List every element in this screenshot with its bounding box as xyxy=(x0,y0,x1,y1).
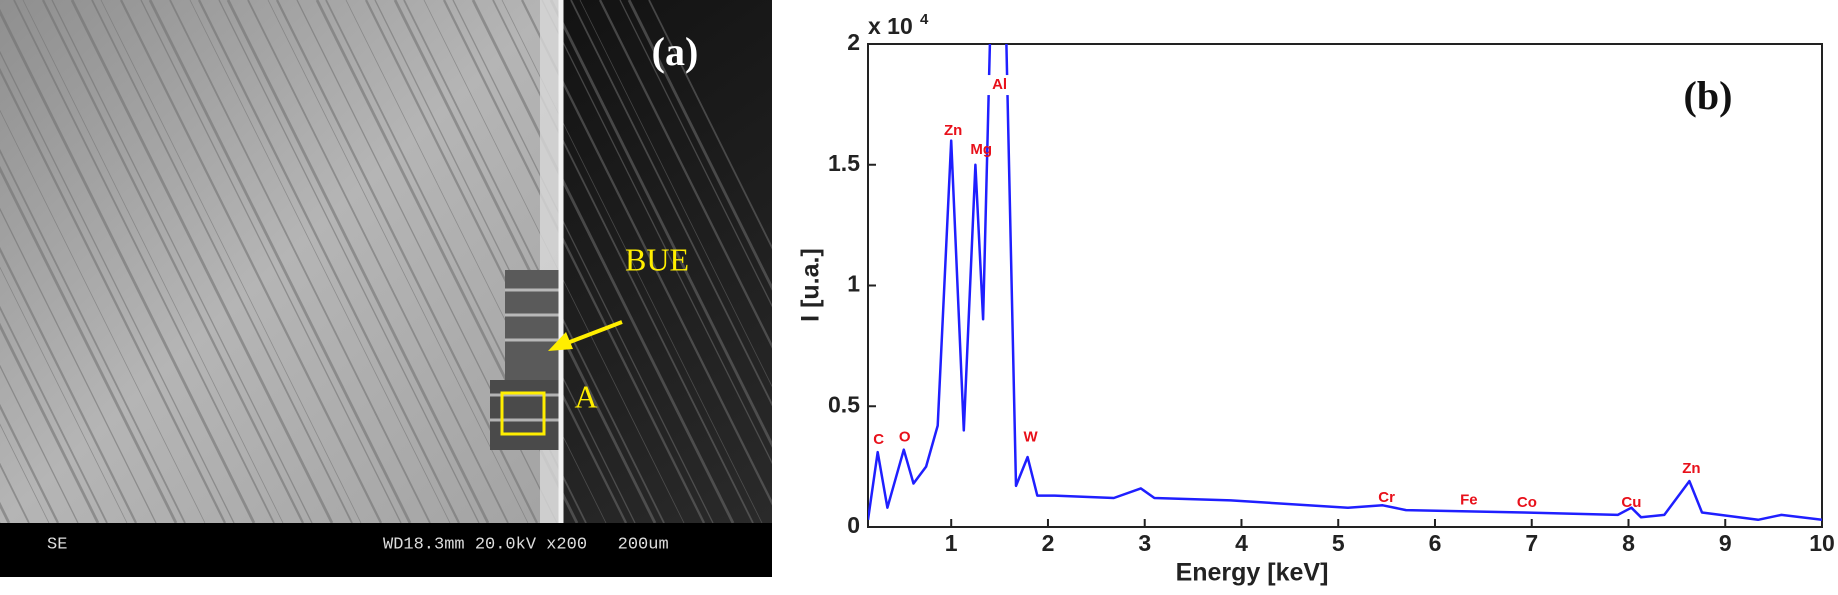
panel-label: (a) xyxy=(652,29,699,74)
streak xyxy=(627,0,772,291)
streak xyxy=(148,0,412,523)
streak xyxy=(549,0,772,448)
y-multiplier: x 10 xyxy=(868,13,913,39)
streak xyxy=(619,0,772,308)
y-tick-label: 0 xyxy=(847,512,860,538)
streak xyxy=(403,0,665,523)
streak xyxy=(70,0,334,523)
y-multiplier-exp: 4 xyxy=(920,11,929,28)
streak xyxy=(471,0,735,523)
streak xyxy=(0,50,235,523)
element-label: Fe xyxy=(1460,491,1478,508)
streak xyxy=(0,165,178,523)
x-tick-label: 1 xyxy=(945,530,958,556)
info-bar xyxy=(0,523,772,577)
streak xyxy=(189,0,451,523)
x-tick-label: 4 xyxy=(1235,530,1248,556)
streak xyxy=(648,0,772,250)
streak xyxy=(393,0,657,523)
streak xyxy=(364,0,628,523)
streak xyxy=(0,423,50,523)
streak xyxy=(570,0,772,407)
streak xyxy=(0,148,186,523)
element-label: Cr xyxy=(1378,489,1395,506)
streak xyxy=(452,0,714,523)
streaks xyxy=(0,0,772,523)
streak xyxy=(579,0,772,388)
arrow-head xyxy=(548,332,573,351)
streak xyxy=(13,0,275,523)
annotation-bg xyxy=(985,75,1014,96)
streak xyxy=(598,0,772,349)
x-tick-label: 3 xyxy=(1138,530,1151,556)
y-tick-label: 2 xyxy=(847,29,860,55)
streak xyxy=(520,0,772,506)
streak xyxy=(218,0,480,523)
streak xyxy=(0,322,100,523)
panel-label: (b) xyxy=(1684,73,1733,118)
streak xyxy=(0,8,256,523)
streak xyxy=(541,0,772,465)
y-tick-label: 0.5 xyxy=(828,391,860,417)
streak xyxy=(41,0,305,523)
streak xyxy=(0,246,138,523)
streak xyxy=(197,0,461,523)
y-tick-label: 1 xyxy=(847,271,860,297)
spectrum-line xyxy=(868,44,1822,522)
element-label: Mg xyxy=(970,141,992,158)
streak xyxy=(226,0,490,523)
arrow xyxy=(561,320,623,347)
region-label: BUE xyxy=(625,241,689,277)
region-box xyxy=(500,391,546,436)
streak xyxy=(0,364,79,523)
element-label: Cu xyxy=(1621,494,1641,511)
streak xyxy=(0,266,128,523)
x-tick-label: 10 xyxy=(1809,530,1835,556)
streak xyxy=(0,403,60,523)
streak xyxy=(140,0,402,523)
streak xyxy=(374,0,636,523)
streak xyxy=(0,109,206,523)
streak xyxy=(492,0,754,523)
streak xyxy=(169,0,431,523)
element-label: Co xyxy=(1517,494,1537,511)
element-label: Zn xyxy=(944,122,962,139)
x-tick-label: 6 xyxy=(1429,530,1442,556)
streak xyxy=(51,0,313,523)
element-label: Zn xyxy=(1682,460,1700,477)
element-label: Al xyxy=(992,76,1007,93)
element-label: O xyxy=(899,429,911,446)
streak xyxy=(0,305,108,523)
streak xyxy=(22,0,284,523)
sem-image: (a) BUE A SE WD18.3mm 20.0kV x200 200um xyxy=(0,0,772,577)
x-axis-label: Energy [keV] xyxy=(1176,559,1329,587)
element-label: W xyxy=(1023,429,1038,446)
x-tick-label: 8 xyxy=(1622,530,1635,556)
streak xyxy=(100,0,362,523)
y-tick-label: 1.5 xyxy=(828,150,860,176)
x-tick-label: 7 xyxy=(1525,530,1538,556)
streak xyxy=(267,0,529,523)
box-label: A xyxy=(574,378,597,414)
streak xyxy=(442,0,706,523)
x-tick-label: 5 xyxy=(1332,530,1345,556)
mode: SE xyxy=(47,535,67,554)
streak xyxy=(91,0,353,523)
streak xyxy=(119,0,383,523)
streak xyxy=(247,0,509,523)
x-tick-label: 9 xyxy=(1719,530,1732,556)
x-tick-label: 2 xyxy=(1042,530,1055,556)
streak xyxy=(0,207,157,523)
chart: (b) Energy [keV] I [u.a.] x 10 4 1 2 3 4 5 6 7… xyxy=(797,11,1835,587)
element-label: C xyxy=(873,431,884,448)
streak xyxy=(0,67,227,523)
y-axis-label: I [u.a.] xyxy=(797,248,825,322)
info: WD18.3mm 20.0kV x200 200um xyxy=(383,535,669,554)
